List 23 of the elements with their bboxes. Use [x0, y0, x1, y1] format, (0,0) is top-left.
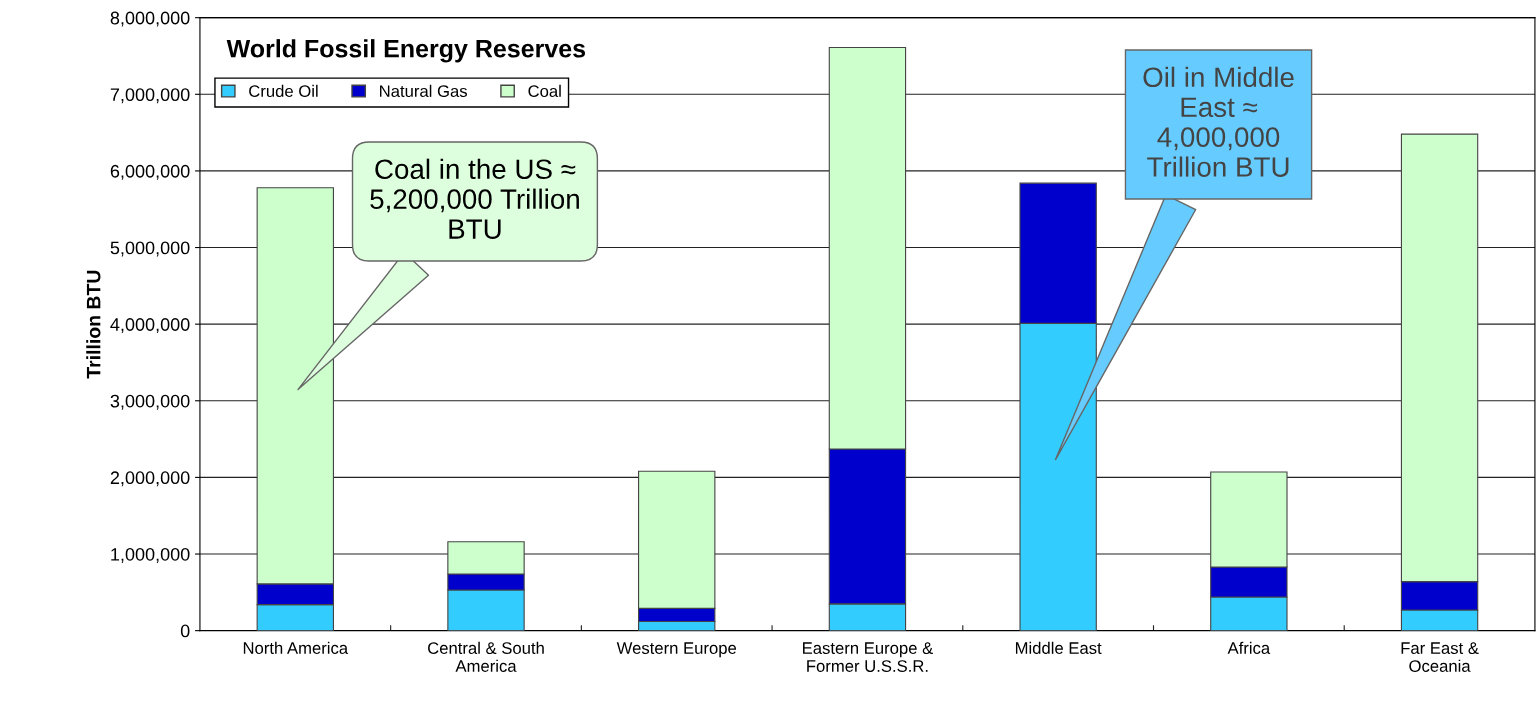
annotation: Coal in the US ≈ 5,200,000 Trillion BTU: [370, 158, 579, 239]
y-tick-label: 8,000,000: [110, 11, 190, 27]
y-tick-label: 1,000,000: [111, 547, 190, 563]
y-tick-label: 4,000,000: [110, 318, 190, 334]
y-tick-label: 0: [180, 624, 190, 638]
text: World Fossil Energy Reserves: [226, 39, 586, 63]
annotation: Oil in Middle East ≈ 4,000,000 Trillion BTU: [1143, 66, 1294, 177]
y-tick-label: 5,000,000: [110, 241, 190, 257]
x-tick-label: Western Europe: [616, 642, 737, 658]
x-tick-label: Africa: [1227, 641, 1271, 654]
x-tick-label: Far East & Oceania: [1401, 642, 1479, 672]
x-tick-label: Middle East: [1015, 641, 1102, 654]
x-tick-label: Central & South America: [428, 641, 544, 672]
legend-label: Crude Oil: [249, 84, 318, 98]
x-tick-label: North America: [243, 641, 349, 654]
x-tick-label: Eastern Europe & Former U.S.S.R.: [803, 642, 933, 672]
y-tick-label: 2,000,000: [110, 471, 190, 487]
y-axis-title: Trillion BTU: [86, 270, 101, 379]
y-tick-label: 7,000,000: [110, 88, 190, 104]
y-tick-label: 6,000,000: [110, 164, 190, 180]
legend-label: Coal: [528, 84, 561, 98]
y-tick-label: 3,000,000: [110, 394, 190, 410]
legend-label: Natural Gas: [380, 84, 467, 98]
